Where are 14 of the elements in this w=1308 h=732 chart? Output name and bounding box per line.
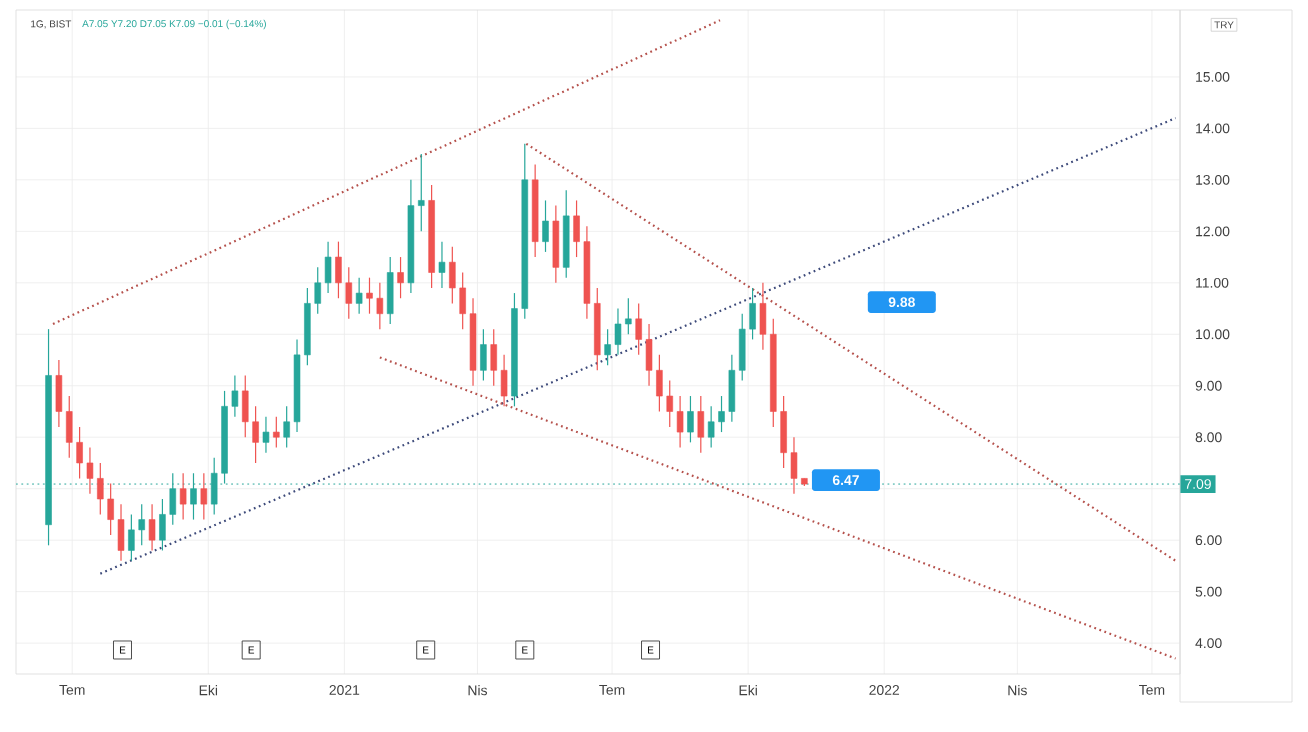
candlestick xyxy=(480,328,487,382)
candlestick xyxy=(542,199,549,253)
candlestick xyxy=(386,256,394,325)
candlestick xyxy=(273,416,280,449)
candlestick xyxy=(687,395,694,443)
candlestick xyxy=(697,395,705,454)
candlestick xyxy=(148,503,156,552)
candlestick xyxy=(179,472,187,521)
candlestick xyxy=(397,256,404,299)
candlestick xyxy=(200,472,208,521)
candlestick xyxy=(438,241,446,289)
candlestick xyxy=(355,277,363,315)
candlestick xyxy=(262,416,270,454)
candlestick xyxy=(552,204,560,284)
